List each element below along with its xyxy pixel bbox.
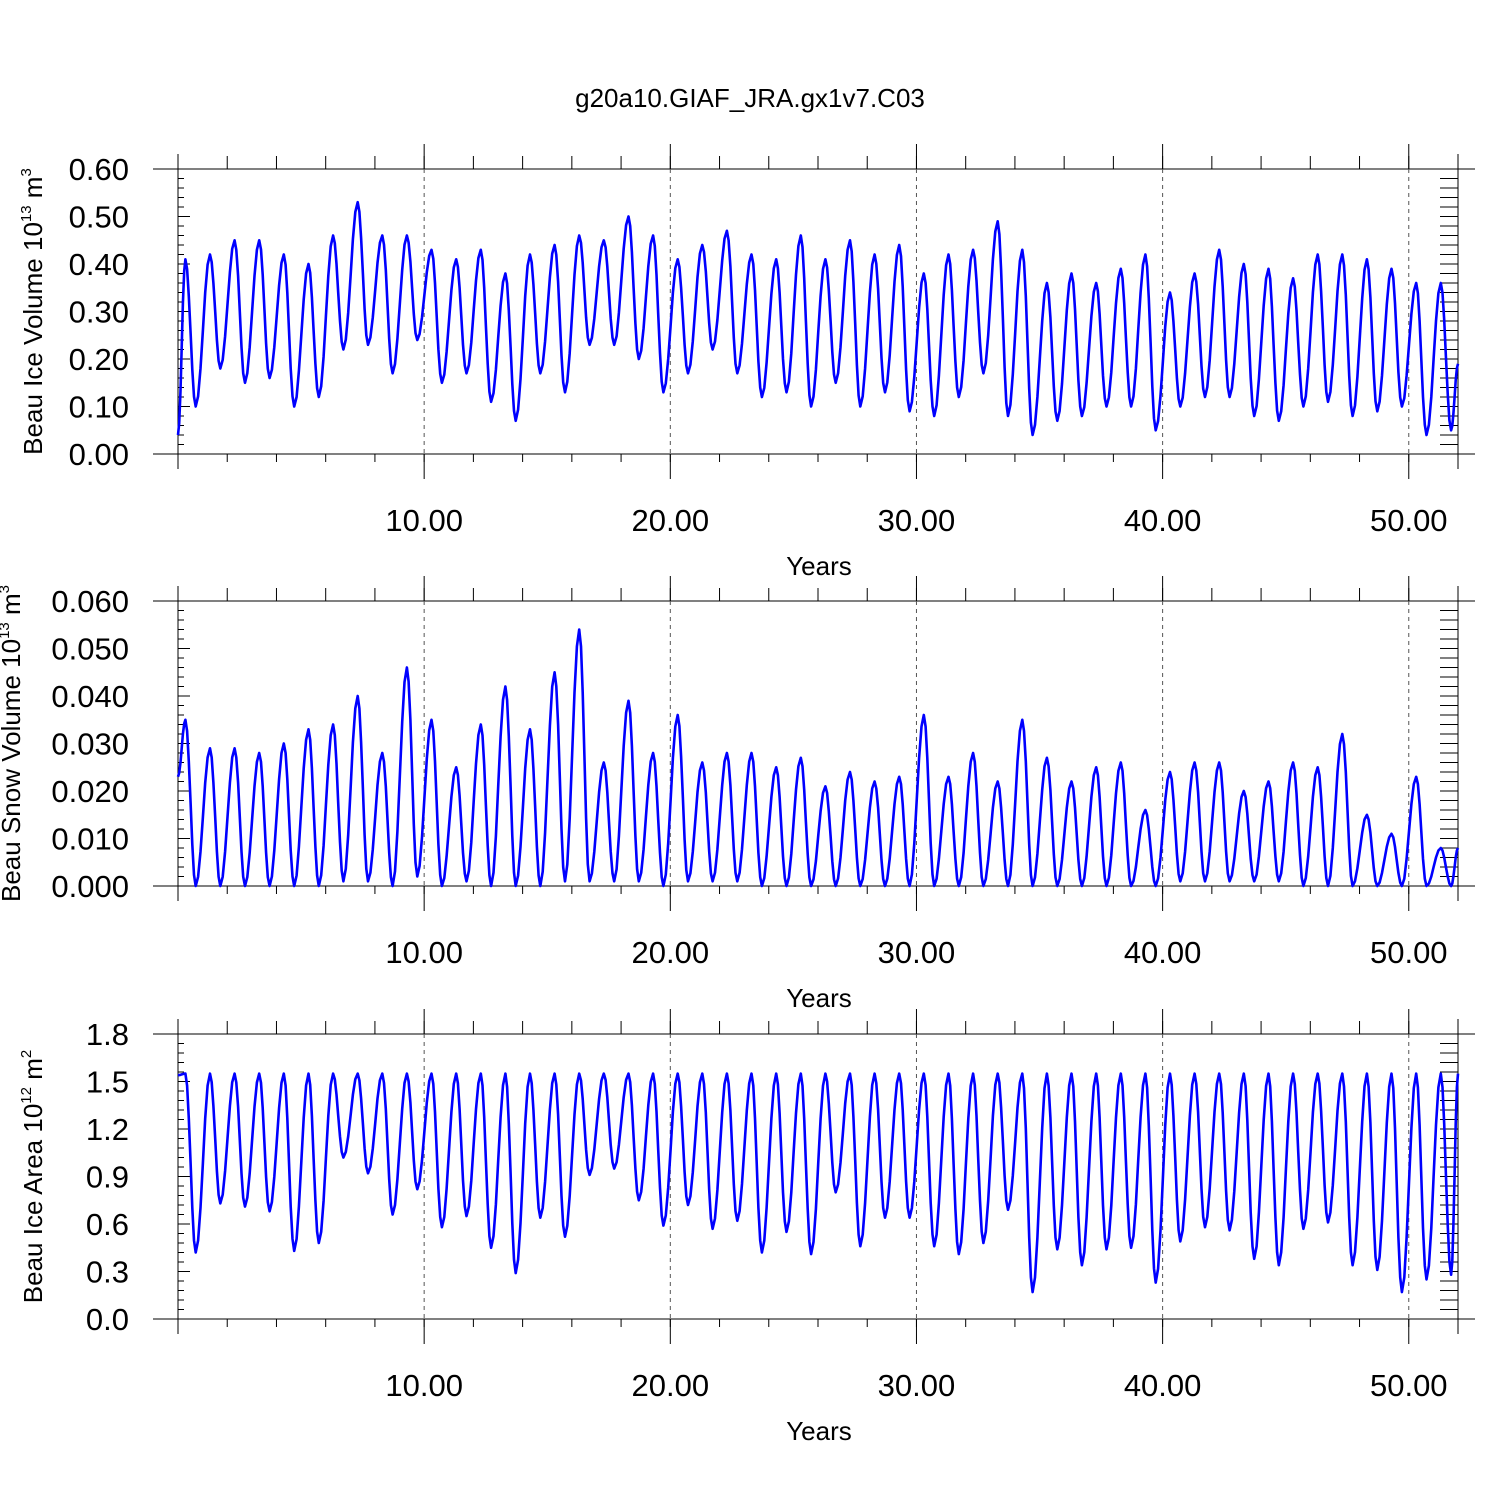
ice-area-x-tick-label: 50.00	[1370, 1368, 1448, 1403]
ice-volume-x-tick-label: 30.00	[878, 503, 956, 538]
snow-volume-y-tick-label: 0.040	[51, 679, 129, 714]
ice-area-y-tick-label: 0.6	[86, 1207, 129, 1242]
ice-volume-y-tick-label: 0.60	[69, 152, 129, 187]
ice-volume-y-tick-label: 0.20	[69, 342, 129, 377]
ice-volume-y-axis-label-part: Beau Ice Volume 10	[18, 222, 48, 455]
ice-volume-y-tick-label: 0.40	[69, 247, 129, 282]
snow-volume-y-axis-label: Beau Snow Volume 1013 m3	[0, 585, 26, 902]
ice-area-x-tick-label: 40.00	[1124, 1368, 1202, 1403]
ice-area-y-tick-label: 0.3	[86, 1255, 129, 1290]
snow-volume-y-axis-label-part: m	[0, 593, 26, 622]
snow-volume-y-tick-label: 0.010	[51, 822, 129, 857]
ice-area-x-tick-label: 10.00	[385, 1368, 463, 1403]
snow-volume-y-tick-label: 0.020	[51, 774, 129, 809]
ice-area-y-tick-label: 1.2	[86, 1112, 129, 1147]
snow-volume-x-tick-label: 20.00	[632, 935, 710, 970]
ice-area-series-line	[177, 1072, 1460, 1294]
ice-area-y-axis-label: Beau Ice Area 1012 m2	[18, 1050, 48, 1303]
ice-volume-x-tick-label: 50.00	[1370, 503, 1448, 538]
ice-volume-y-axis-label-part: 13	[18, 205, 35, 222]
ice-volume-y-tick-label: 0.00	[69, 437, 129, 472]
ice-area-y-axis-label-part: 2	[18, 1050, 35, 1058]
ice-volume-y-tick-label: 0.30	[69, 295, 129, 330]
ice-area-y-tick-label: 0.9	[86, 1160, 129, 1195]
ice-area-x-tick-label: 30.00	[878, 1368, 956, 1403]
snow-volume-x-tick-label: 10.00	[385, 935, 463, 970]
snow-volume-y-axis-label-part: 13	[0, 622, 13, 639]
ice-area-y-tick-label: 0.0	[86, 1302, 129, 1337]
snow-volume-y-axis-label-part: Beau Snow Volume 10	[0, 639, 26, 902]
snow-volume-x-tick-label: 50.00	[1370, 935, 1448, 970]
ice-volume-x-axis-label: Years	[786, 551, 852, 581]
snow-volume-y-tick-label: 0.030	[51, 727, 129, 762]
ice-area-y-axis-label-part: m	[18, 1058, 48, 1087]
ice-volume-panel: 0.00 0.10 0.20 0.30 0.40 0.50 0.60 10.00 20.00 30…	[18, 144, 1475, 581]
ice-area-panel: 0.0 0.3 0.6 0.9 1.2 1.5 1.8 10.00 20.00 30.00 40.0…	[18, 1009, 1475, 1446]
ice-volume-y-tick-label: 0.50	[69, 200, 129, 235]
ice-area-y-axis-label-part: 12	[18, 1087, 35, 1104]
snow-volume-x-tick-label: 40.00	[1124, 935, 1202, 970]
ice-volume-x-tick-label: 10.00	[385, 503, 463, 538]
ice-area-x-axis-label: Years	[786, 1416, 852, 1446]
ice-area-x-tick-label: 20.00	[632, 1368, 710, 1403]
ice-volume-series-line	[176, 200, 1460, 437]
ice-volume-y-axis-label-part: m	[18, 177, 48, 206]
snow-volume-y-tick-label: 0.060	[51, 584, 129, 619]
ice-volume-x-tick-label: 20.00	[632, 503, 710, 538]
snow-volume-series-line	[176, 628, 1460, 888]
figure-title: g20a10.GIAF_JRA.gx1v7.C03	[575, 83, 925, 113]
ice-volume-y-axis-label: Beau Ice Volume 1013 m3	[18, 168, 48, 455]
ice-area-y-tick-label: 1.5	[86, 1065, 129, 1100]
ice-volume-x-tick-label: 40.00	[1124, 503, 1202, 538]
ice-volume-y-axis-label-part: 3	[18, 168, 35, 176]
snow-volume-panel: 0.000 0.010 0.020 0.030 0.040 0.050 0.060 10.00…	[0, 576, 1475, 1013]
snow-volume-x-tick-label: 30.00	[878, 935, 956, 970]
ice-volume-y-tick-label: 0.10	[69, 390, 129, 425]
ice-area-y-axis-label-part: Beau Ice Area 10	[18, 1104, 48, 1303]
ice-area-y-tick-label: 1.8	[86, 1017, 129, 1052]
snow-volume-x-axis-label: Years	[786, 983, 852, 1013]
snow-volume-y-tick-label: 0.000	[51, 869, 129, 904]
snow-volume-y-axis-label-part: 3	[0, 585, 13, 593]
snow-volume-y-tick-label: 0.050	[51, 632, 129, 667]
